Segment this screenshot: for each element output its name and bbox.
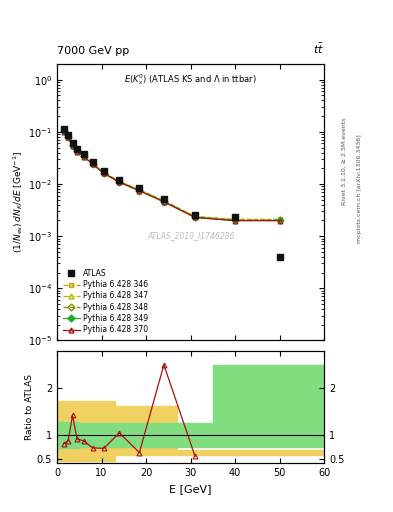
Text: ATLAS_2019_I1746286: ATLAS_2019_I1746286	[147, 231, 234, 240]
Text: Rivet 3.1.10, ≥ 2.5M events: Rivet 3.1.10, ≥ 2.5M events	[342, 117, 346, 204]
Y-axis label: $(1/N_\mathrm{ev})\,dN_K/dE\;[\mathrm{GeV}^{-1}]$: $(1/N_\mathrm{ev})\,dN_K/dE\;[\mathrm{Ge…	[11, 151, 25, 253]
Text: $t\bar{t}$: $t\bar{t}$	[313, 41, 324, 56]
Text: 7000 GeV pp: 7000 GeV pp	[57, 46, 129, 56]
Text: mcplots.cern.ch [arXiv:1306.3436]: mcplots.cern.ch [arXiv:1306.3436]	[357, 134, 362, 243]
Y-axis label: Ratio to ATLAS: Ratio to ATLAS	[25, 374, 34, 440]
Text: $E(K_s^0)$ (ATLAS KS and $\Lambda$ in ttbar): $E(K_s^0)$ (ATLAS KS and $\Lambda$ in tt…	[124, 72, 257, 87]
Legend: ATLAS, Pythia 6.428 346, Pythia 6.428 347, Pythia 6.428 348, Pythia 6.428 349, P: ATLAS, Pythia 6.428 346, Pythia 6.428 34…	[61, 267, 151, 337]
X-axis label: E [GeV]: E [GeV]	[169, 484, 212, 494]
